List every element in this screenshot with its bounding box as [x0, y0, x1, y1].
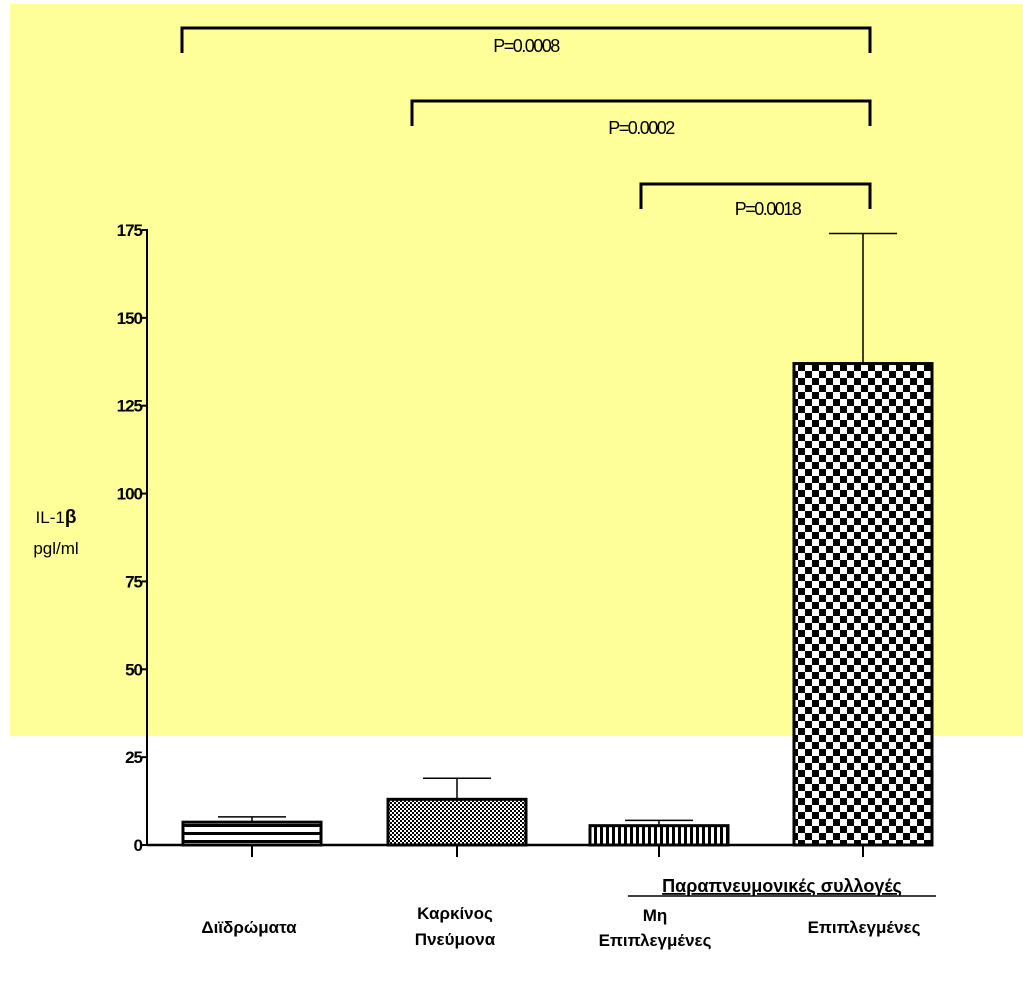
y-tick-label: 50 [125, 660, 142, 679]
significance-bracket [180, 26, 872, 53]
y-axis-unit-label: pgl/ml [33, 539, 78, 558]
bars [181, 232, 934, 847]
y-tick-label: 150 [117, 309, 143, 328]
category-labels: Παραπνευμονικές συλλογές Διϊδρώματα Καρκίν… [201, 876, 936, 950]
category-label: Μη [643, 906, 668, 925]
significance-brackets: P=0.0008 P=0.0002 P=0.0018 [180, 26, 872, 219]
significance-bracket [639, 182, 872, 209]
bar [588, 824, 730, 847]
p-value-label: P=0.0008 [493, 36, 560, 56]
y-tick-label: 25 [125, 748, 142, 767]
significance-bracket [410, 99, 872, 126]
group-label: Παραπνευμονικές συλλογές [662, 876, 902, 896]
y-tick-label: 125 [117, 397, 143, 416]
p-value-label: P=0.0002 [608, 118, 675, 138]
p-value-label: P=0.0018 [735, 199, 802, 219]
axes: 0 25 50 75 100 125 150 175 IL-1β pgl/ml [33, 221, 900, 857]
bar [792, 362, 934, 847]
category-label: Καρκίνος [417, 904, 493, 923]
y-tick-label: 100 [117, 485, 143, 504]
bar [386, 797, 528, 847]
y-axis-label: IL-1β [36, 507, 77, 528]
category-label: Πνεύμονα [415, 930, 496, 949]
y-tick-label: 0 [134, 836, 143, 855]
y-tick-label: 75 [125, 572, 142, 591]
y-tick-label: 175 [117, 221, 143, 240]
category-label: Επιπλεγμένες [599, 931, 712, 950]
category-label: Διϊδρώματα [201, 918, 297, 937]
category-label: Επιπλεγμένες [808, 918, 921, 937]
bar [181, 820, 323, 847]
